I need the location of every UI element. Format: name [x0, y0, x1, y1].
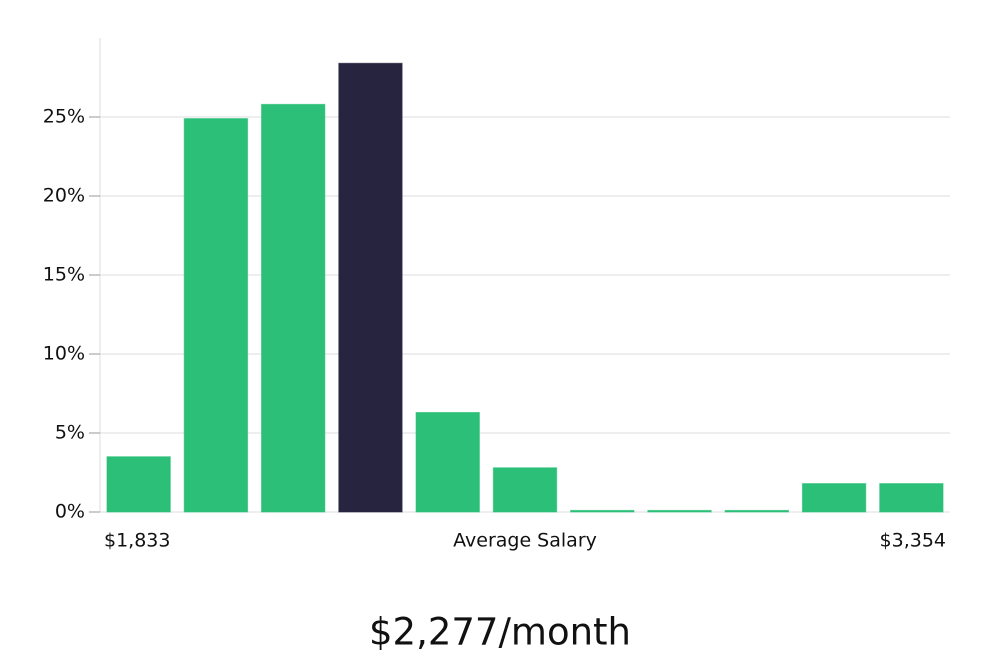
- bar: [492, 467, 558, 513]
- x-max-label: $3,354: [880, 530, 946, 552]
- bar: [261, 103, 326, 513]
- bar: [338, 62, 403, 513]
- x-axis-label: Average Salary: [453, 530, 597, 552]
- bar: [879, 483, 944, 513]
- bar: [106, 456, 171, 513]
- bar: [724, 509, 789, 513]
- y-tick-label: 25%: [43, 106, 85, 128]
- footer-value: $2,277/month: [369, 611, 631, 654]
- x-min-label: $1,833: [104, 530, 170, 552]
- y-tick-label: 10%: [43, 343, 85, 365]
- bar: [647, 509, 712, 513]
- bar: [183, 118, 249, 513]
- y-tick-label: 5%: [55, 422, 85, 444]
- bar: [570, 509, 635, 513]
- bar: [415, 411, 480, 513]
- bar: [801, 483, 867, 513]
- y-tick-label: 20%: [43, 185, 85, 207]
- y-tick-label: 15%: [43, 264, 85, 286]
- y-tick-label: 0%: [55, 501, 85, 523]
